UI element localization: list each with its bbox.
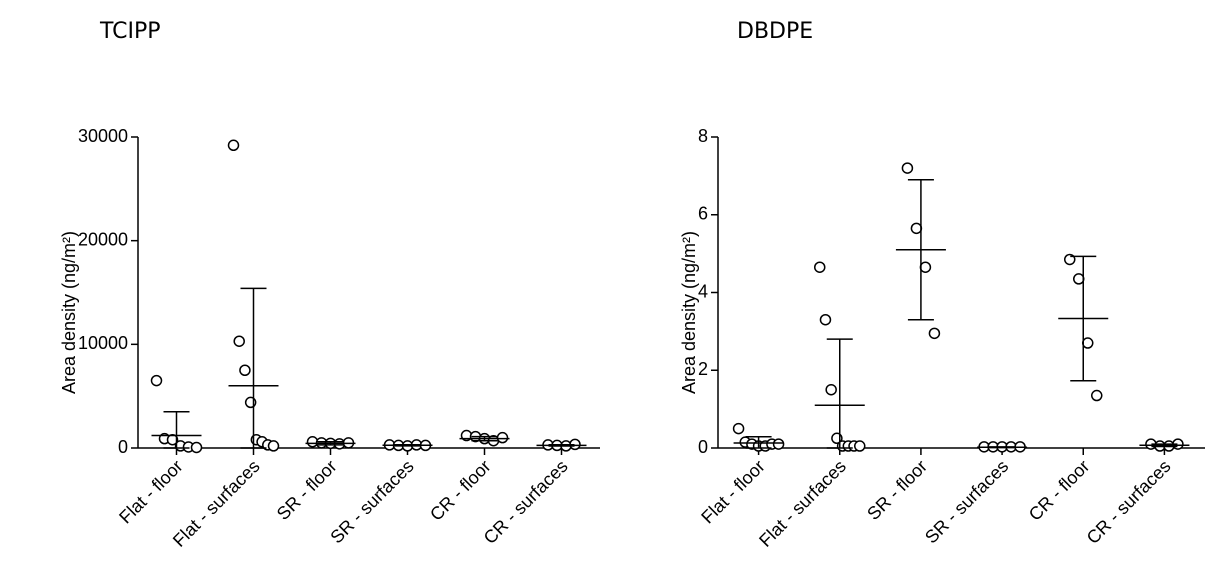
data-point	[910, 222, 923, 235]
data-point	[496, 431, 509, 444]
x-tick-label: Flat - floor	[697, 456, 768, 527]
y-tick-label: 6	[698, 204, 708, 224]
data-point	[150, 374, 163, 387]
data-point	[227, 139, 240, 152]
data-point	[825, 383, 837, 396]
x-tick-label: SR - floor	[273, 456, 341, 524]
x-tick-label: SR - surfaces	[921, 456, 1012, 547]
y-tick-label: 8	[698, 126, 708, 146]
data-point	[1073, 273, 1085, 285]
error-bar	[826, 338, 853, 449]
error-bar	[163, 410, 190, 449]
data-point	[772, 438, 785, 450]
data-point	[901, 162, 914, 174]
x-tick-label: CR - surfaces	[1083, 456, 1175, 548]
y-tick-label: 10000	[78, 333, 128, 353]
data-point	[267, 440, 280, 452]
y-tick-label: 2	[698, 359, 708, 379]
x-tick-label: SR - floor	[863, 456, 931, 524]
x-tick-label: Flat - floor	[115, 456, 186, 527]
data-point	[819, 313, 832, 326]
chart-title: TCIPP	[99, 19, 161, 44]
y-axis-label: Area density (ng/m²)	[679, 231, 699, 394]
chart-title: DBDPE	[737, 19, 813, 44]
x-tick-label: CR - floor	[1025, 456, 1094, 525]
data-point	[190, 441, 203, 454]
data-point	[732, 422, 745, 435]
data-point	[919, 261, 932, 273]
x-tick-label: CR - floor	[426, 456, 495, 525]
data-point	[814, 261, 826, 273]
y-tick-label: 30000	[78, 126, 128, 146]
y-tick-label: 4	[698, 281, 708, 301]
y-axis-label: Area density (ng/m²)	[59, 231, 79, 394]
data-point	[854, 440, 866, 452]
error-bar	[240, 287, 267, 449]
y-tick-label: 0	[698, 437, 708, 457]
data-point	[166, 433, 179, 446]
data-point	[239, 364, 251, 376]
y-tick-label: 0	[118, 437, 128, 457]
y-tick-label: 20000	[78, 229, 128, 249]
data-point	[1091, 389, 1103, 402]
data-point	[1082, 337, 1094, 349]
data-point	[233, 335, 245, 347]
x-tick-label: Flat - surfaces	[755, 456, 850, 551]
data-point	[928, 327, 941, 340]
